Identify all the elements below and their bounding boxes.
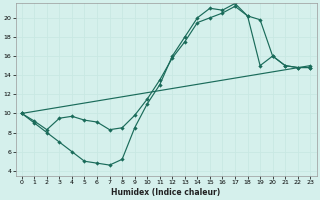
X-axis label: Humidex (Indice chaleur): Humidex (Indice chaleur) [111, 188, 221, 197]
